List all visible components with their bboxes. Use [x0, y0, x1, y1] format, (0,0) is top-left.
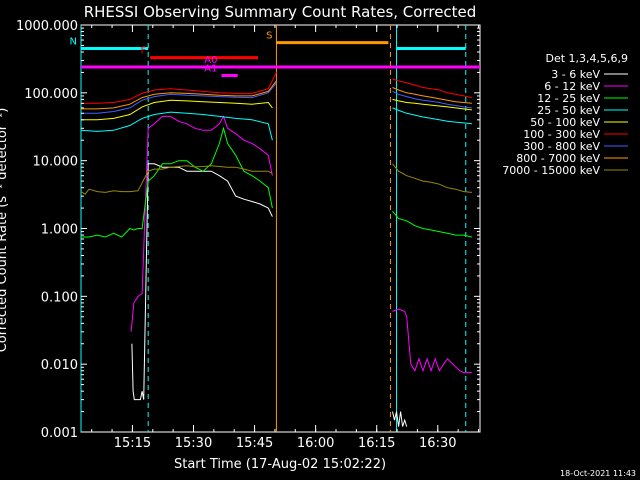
- series-b-3-6-: [392, 411, 408, 427]
- series-a-50-100-: [81, 99, 273, 121]
- series-b-100-300-: [392, 78, 473, 99]
- y-tick-label: 10.000: [33, 155, 79, 170]
- y-axis-ticks: 1000.000 100.000 10.000 1.000 0.100 0.010 0.00…: [16, 19, 480, 441]
- y-tick-label: 0.010: [41, 358, 78, 373]
- series-a-100-300-: [81, 72, 277, 104]
- series-a-300-800-: [81, 82, 277, 114]
- x-tick-label: 15:15: [114, 436, 151, 451]
- series-lines: [80, 72, 473, 427]
- y-tick-label: 0.100: [41, 290, 78, 305]
- series-b-6-12-: [392, 308, 472, 374]
- series-b-25-50-: [392, 107, 472, 125]
- legend-title: Det 1,3,4,5,6,9: [545, 52, 628, 65]
- legend-label: 800 - 7000 keV: [516, 152, 600, 165]
- series-b-300-800-: [392, 90, 472, 109]
- legend-label: 7000 - 15000 keV: [502, 164, 600, 177]
- annotation-label: F: [140, 46, 146, 57]
- legend-label: 3 - 6 keV: [551, 68, 600, 81]
- annotation-label: N: [70, 37, 77, 48]
- annotation-label: A0: [204, 55, 217, 66]
- series-b-50-100-: [392, 98, 472, 111]
- series-b-7000-15000-: [392, 163, 472, 193]
- timestamp: 18-Oct-2021 11:43: [560, 469, 636, 478]
- legend-label: 100 - 300 keV: [523, 128, 600, 141]
- x-tick-label: 16:15: [358, 436, 395, 451]
- legend-label: 6 - 12 keV: [544, 80, 600, 93]
- series-b-800-7000-: [392, 87, 472, 104]
- y-tick-label: 1000.000: [16, 19, 78, 34]
- x-tick-label: 16:30: [419, 436, 456, 451]
- x-tick-label: 16:00: [297, 436, 334, 451]
- legend-label: 300 - 800 keV: [523, 140, 600, 153]
- y-axis-label: Corrected Count Rate (s⁻¹ detector⁻¹): [0, 108, 10, 353]
- x-tick-label: 15:45: [236, 436, 273, 451]
- legend-label: 50 - 100 keV: [530, 116, 600, 129]
- y-tick-label: 0.001: [41, 426, 78, 441]
- series-a-25-50-: [80, 111, 273, 141]
- series-b-12-25-: [392, 210, 473, 238]
- series-a-12-25-: [81, 126, 273, 238]
- series-a-7000-15000-: [80, 165, 273, 195]
- legend-label: 25 - 50 keV: [537, 104, 600, 117]
- chart-title: RHESSI Observing Summary Count Rates, Co…: [84, 3, 477, 21]
- y-tick-label: 1.000: [41, 223, 78, 238]
- annotation-label: A1: [204, 64, 217, 75]
- x-axis-ticks: 15:15 15:30 15:45 16:00 16:15 16:30: [91, 25, 479, 451]
- y-tick-label: 100.000: [24, 87, 78, 102]
- x-axis-label: Start Time (17-Aug-02 15:02:22): [174, 457, 386, 472]
- series-a-6-12-: [130, 115, 273, 332]
- series-a-800-7000-: [81, 80, 277, 110]
- legend-label: 12 - 25 keV: [537, 92, 600, 105]
- annotation-label: S: [266, 31, 272, 42]
- x-tick-label: 15:30: [175, 436, 212, 451]
